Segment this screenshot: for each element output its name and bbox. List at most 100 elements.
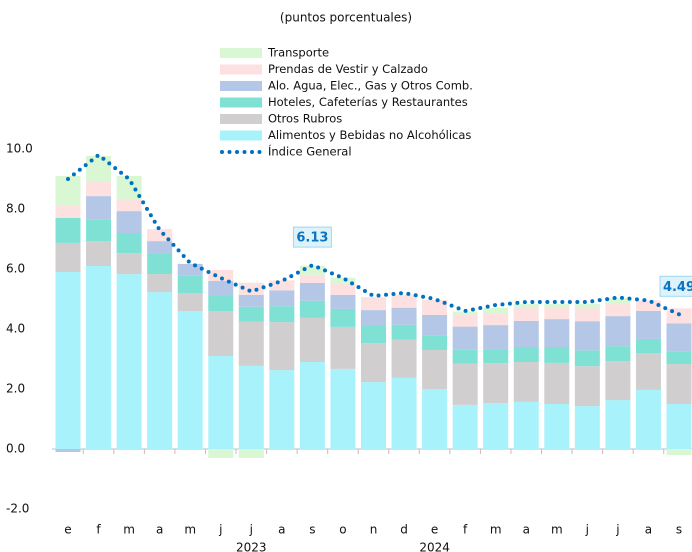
legend-label: Alo. Agua, Elec., Gas y Otros Comb. <box>268 79 473 93</box>
legend-swatch <box>220 48 262 58</box>
legend-label: Alimentos y Bebidas no Alcohólicas <box>268 128 471 142</box>
x-tick-label: j <box>249 523 253 537</box>
bar-segment <box>605 361 631 401</box>
bar-segment <box>513 308 539 321</box>
bar-segment <box>238 365 264 449</box>
x-tick-label: a <box>645 523 652 537</box>
bar-segment <box>116 233 142 254</box>
bar-segment <box>483 403 509 449</box>
bar-segment <box>422 389 448 449</box>
bar-segment <box>330 326 356 369</box>
bar-segment <box>605 346 631 362</box>
bar-segment <box>544 362 570 404</box>
bar-segment <box>269 322 295 371</box>
bar-segment <box>483 363 509 404</box>
data-label: 6.13 <box>296 231 328 246</box>
year-label: 2023 <box>236 541 267 552</box>
x-tick-label: d <box>400 523 408 537</box>
bar-segment <box>513 304 539 308</box>
bar-segment <box>55 272 81 449</box>
bar-segment <box>147 253 173 275</box>
x-tick-label: f <box>463 523 468 537</box>
x-tick-label: a <box>156 523 163 537</box>
bar-segment <box>86 196 112 220</box>
bar-segment <box>177 263 203 276</box>
bar-segment <box>605 304 631 317</box>
x-tick-label: a <box>523 523 530 537</box>
bar-segment <box>635 311 661 339</box>
bar-segment <box>55 449 81 452</box>
legend-swatch <box>220 64 262 75</box>
y-tick-label: 10.0 <box>6 142 33 156</box>
bar-segment <box>208 296 234 311</box>
x-tick-label: e <box>431 523 438 537</box>
x-tick-label: n <box>370 523 378 537</box>
bar-segment <box>208 281 234 296</box>
bar-segment <box>635 389 661 449</box>
bar-segment <box>574 321 600 351</box>
bar-segment <box>391 324 417 340</box>
x-tick-label: f <box>96 523 101 537</box>
bar-segment <box>544 319 570 347</box>
bar-segment <box>299 300 325 318</box>
annotation-box <box>659 275 692 297</box>
bar-segment <box>391 294 417 308</box>
bar-segment <box>635 338 661 353</box>
bar-segment <box>452 404 478 449</box>
y-tick-label: 0.0 <box>6 442 25 456</box>
bar-segment <box>330 283 356 295</box>
bar-segment <box>666 323 692 352</box>
bar-segment <box>666 404 692 449</box>
bar-segment <box>238 306 264 322</box>
bar-segment <box>116 176 142 200</box>
legend-label: Transporte <box>267 46 329 60</box>
legend-swatch <box>220 81 262 91</box>
bar-segment <box>361 310 386 326</box>
bar-segment <box>422 314 448 336</box>
bar-segment <box>238 321 264 366</box>
legend-label: Prendas de Vestir y Calzado <box>268 62 428 76</box>
bar-segment <box>147 241 173 254</box>
bar-segment <box>635 300 661 311</box>
bar-segment <box>299 317 325 362</box>
bar-segment <box>361 297 386 311</box>
bar-segment <box>86 266 112 449</box>
bar-segment <box>177 293 203 311</box>
bar-segment <box>116 253 142 275</box>
bar-segment <box>422 335 448 350</box>
x-tick-label: e <box>64 523 71 537</box>
legend-swatch <box>220 130 262 141</box>
bar-segment <box>208 311 234 356</box>
legend-swatch <box>220 97 262 108</box>
bar-segment <box>544 304 570 308</box>
bar-segment <box>544 404 570 449</box>
x-tick-label: m <box>551 523 563 537</box>
bar-segment <box>483 314 509 326</box>
x-tick-label: s <box>309 523 315 537</box>
bar-segment <box>544 307 570 320</box>
bar-segment <box>361 343 386 383</box>
y-tick-label: -2.0 <box>6 502 29 516</box>
bar-segment <box>544 347 570 363</box>
bar-segment <box>86 182 112 197</box>
y-tick-label: 8.0 <box>6 202 25 216</box>
bar-segment <box>208 269 234 281</box>
x-tick-label: m <box>184 523 196 537</box>
bar-segment <box>55 205 81 218</box>
legend-label: Hoteles, Cafeterías y Restaurantes <box>268 95 468 109</box>
bar-segment <box>55 242 81 272</box>
bar-segment <box>605 298 631 305</box>
bar-segment <box>666 351 692 365</box>
annotation-box <box>292 226 332 248</box>
line-series <box>66 152 681 317</box>
bar-segment <box>605 400 631 449</box>
x-tick-label: a <box>278 523 285 537</box>
x-tick-label: m <box>490 523 502 537</box>
x-tick-label: j <box>615 523 619 537</box>
x-tick-label: j <box>218 523 222 537</box>
bar-segment <box>422 299 448 315</box>
bar-segment <box>299 282 325 301</box>
bar-segment <box>391 339 417 378</box>
bar-segment <box>422 350 448 389</box>
